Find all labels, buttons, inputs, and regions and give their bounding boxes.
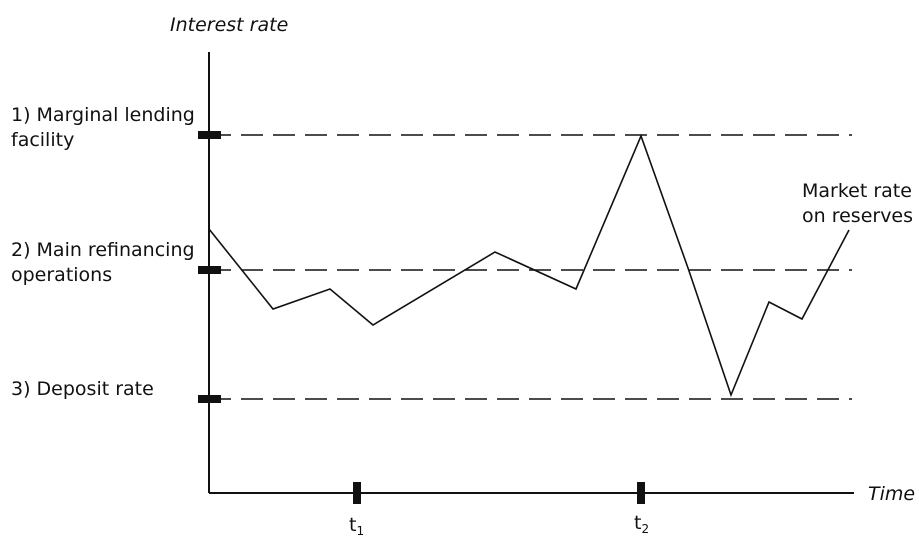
x-axis-label: Time (868, 483, 915, 505)
deposit-rate-tick (198, 395, 221, 403)
y-axis-label: Interest rate (170, 14, 288, 36)
t1-tick (353, 482, 361, 504)
main-refinancing-label-line2: operations (11, 264, 112, 286)
t1-label: t1 (349, 514, 364, 538)
marginal-lending-label-line2: facility (11, 129, 74, 151)
main-refinancing-tick (198, 266, 221, 274)
deposit-rate-label: 3) Deposit rate (11, 378, 154, 400)
marginal-lending-tick (198, 131, 221, 139)
market-rate-label-line1: Market rate (802, 180, 912, 202)
main-refinancing-label-line1: 2) Main refinancing (11, 239, 195, 261)
market-rate-label-line2: on reserves (802, 205, 913, 227)
marginal-lending-label-line1: 1) Marginal lending (11, 104, 195, 126)
t2-tick (637, 482, 645, 504)
t2-label: t2 (634, 512, 649, 536)
market-rate-curve (208, 133, 850, 398)
